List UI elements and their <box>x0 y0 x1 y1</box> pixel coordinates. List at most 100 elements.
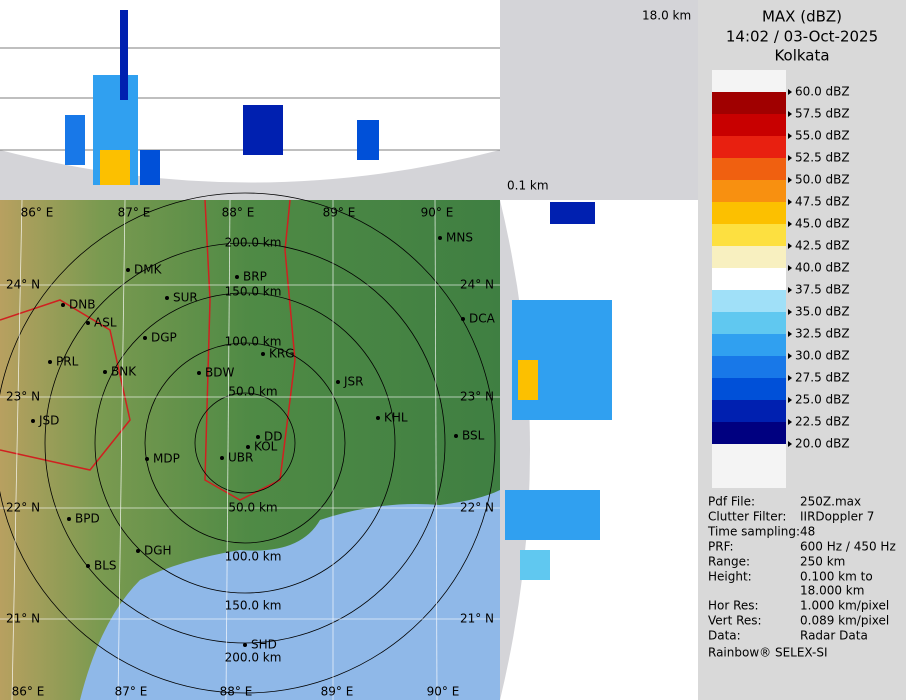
info-value: 0.100 km to <box>800 570 873 584</box>
city-dot <box>454 434 458 438</box>
city-label: DGP <box>151 331 177 345</box>
city-label: BLS <box>94 559 117 573</box>
legend-empty <box>712 70 786 92</box>
range-label: 100.0 km <box>225 550 282 564</box>
legend-label: 30.0 dBZ <box>795 349 850 363</box>
legend-label: 35.0 dBZ <box>795 305 850 319</box>
city-label: MDP <box>153 452 180 466</box>
legend-empty <box>712 444 786 488</box>
legend-label: 27.5 dBZ <box>795 371 850 385</box>
city-label: SUR <box>173 291 198 305</box>
info-key: Clutter Filter: <box>708 510 786 524</box>
info-key: Range: <box>708 555 750 569</box>
city-dot <box>220 456 224 460</box>
lon-label: 86° E <box>12 685 45 699</box>
legend-swatch <box>712 202 786 224</box>
legend-swatch <box>712 312 786 334</box>
city-dot <box>145 457 149 461</box>
city-label: BRP <box>243 270 267 284</box>
legend-swatch <box>712 400 786 422</box>
legend-label: 50.0 dBZ <box>795 173 850 187</box>
info-key: Pdf File: <box>708 495 755 509</box>
map <box>0 192 500 700</box>
city-dot <box>86 321 90 325</box>
profile-bottom-height: 0.1 km <box>507 179 549 193</box>
legend-label: 45.0 dBZ <box>795 217 850 231</box>
lat-label: 23° N <box>6 390 40 404</box>
legend-label: 42.5 dBZ <box>795 239 850 253</box>
lat-label: 21° N <box>460 612 494 626</box>
city-label: DGH <box>144 544 172 558</box>
legend-tick <box>788 265 792 271</box>
legend-tick <box>788 155 792 161</box>
legend-tick <box>788 419 792 425</box>
legend-tick <box>788 89 792 95</box>
lon-label: 87° E <box>115 685 148 699</box>
legend-label: 32.5 dBZ <box>795 327 850 341</box>
lon-label: 88° E <box>220 685 253 699</box>
legend-tick <box>788 309 792 315</box>
city-label: BPD <box>75 512 100 526</box>
footer: Rainbow® SELEX-SI <box>708 646 828 660</box>
title: MAX (dBZ) <box>762 8 842 26</box>
city-dot <box>136 549 140 553</box>
lon-label: 90° E <box>427 685 460 699</box>
city-label: BNK <box>111 365 137 379</box>
city-label: KHL <box>384 411 408 425</box>
city-dot <box>243 643 247 647</box>
legend-tick <box>788 133 792 139</box>
info-key: Time sampling: <box>707 525 800 539</box>
lon-label: 89° E <box>323 206 356 220</box>
legend-label: 52.5 dBZ <box>795 151 850 165</box>
range-label: 150.0 km <box>225 599 282 613</box>
legend-label: 57.5 dBZ <box>795 107 850 121</box>
info-value: 250 km <box>800 555 845 569</box>
info-key: Hor Res: <box>708 599 759 613</box>
legend-swatch <box>712 356 786 378</box>
city-label: KOL <box>254 440 278 454</box>
city-dot <box>165 296 169 300</box>
city-label: ASL <box>94 316 117 330</box>
lon-label: 88° E <box>222 206 255 220</box>
city-dot <box>143 336 147 340</box>
info-key: Vert Res: <box>708 614 762 628</box>
city-dot <box>86 564 90 568</box>
city-dot <box>438 236 442 240</box>
city-dot <box>103 370 107 374</box>
legend-label: 55.0 dBZ <box>795 129 850 143</box>
city-dot <box>256 435 260 439</box>
lat-label: 23° N <box>460 390 494 404</box>
city-dot <box>48 360 52 364</box>
legend-tick <box>788 199 792 205</box>
info-value: 250Z.max <box>800 495 861 509</box>
city-dot <box>61 303 65 307</box>
city-label: SHD <box>251 638 277 652</box>
info-key: Data: <box>708 629 741 643</box>
legend-swatch <box>712 136 786 158</box>
city-label: PRL <box>56 355 79 369</box>
lat-label: 24° N <box>6 278 40 292</box>
city-label: UBR <box>228 451 253 465</box>
city-label: JSR <box>343 375 364 389</box>
legend-swatch <box>712 268 786 290</box>
range-label: 200.0 km <box>225 236 282 250</box>
legend-swatch <box>712 422 786 444</box>
legend-label: 22.5 dBZ <box>795 415 850 429</box>
lon-label: 90° E <box>421 206 454 220</box>
info-key: PRF: <box>708 540 734 554</box>
city-label: BDW <box>205 366 234 380</box>
info-value: 0.089 km/pixel <box>800 614 889 628</box>
info-key: Height: <box>708 570 752 584</box>
legend-swatch <box>712 246 786 268</box>
lon-label: 89° E <box>321 685 354 699</box>
legend-swatch <box>712 378 786 400</box>
legend-label: 37.5 dBZ <box>795 283 850 297</box>
legend-swatch <box>712 334 786 356</box>
city-label: KRG <box>269 347 295 361</box>
legend-label: 25.0 dBZ <box>795 393 850 407</box>
legend-swatch <box>712 224 786 246</box>
range-label: 50.0 km <box>228 385 277 399</box>
legend-swatch <box>712 114 786 136</box>
lat-label: 24° N <box>460 278 494 292</box>
